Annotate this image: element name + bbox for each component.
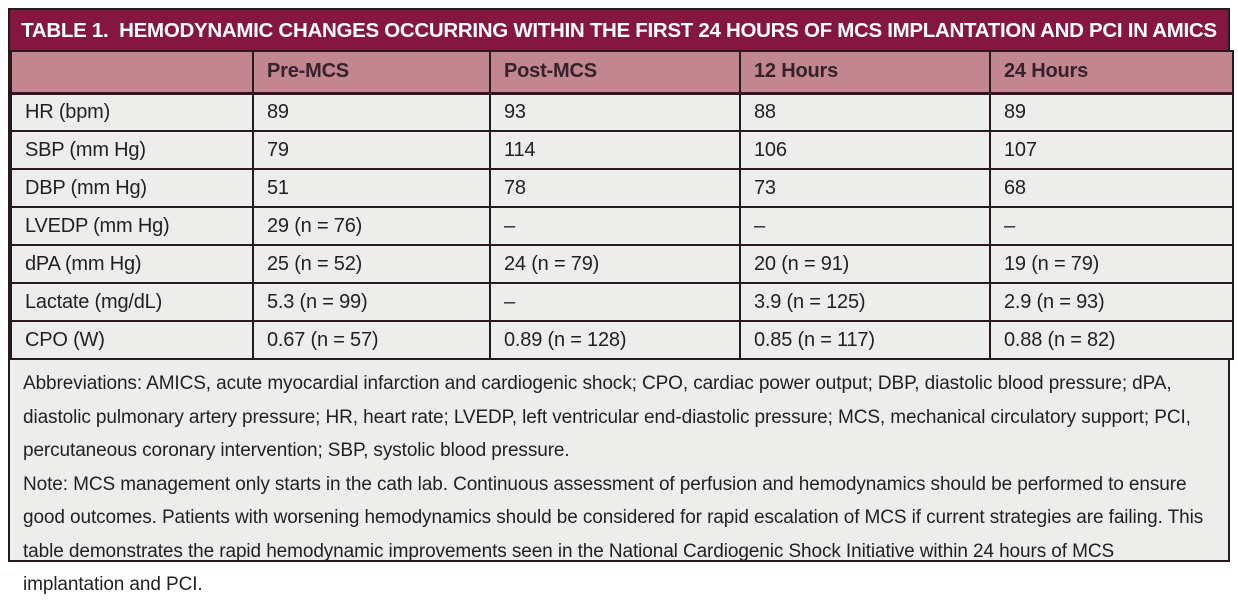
table-header-row: Pre-MCS Post-MCS 12 Hours 24 Hours (10, 50, 1234, 95)
table-row-cpo: CPO (W) 0.67 (n = 57) 0.89 (n = 128) 0.8… (10, 320, 1234, 360)
row-label: DBP (mm Hg) (10, 168, 254, 208)
column-header-12-hours: 12 Hours (739, 50, 991, 95)
cell: 93 (489, 92, 741, 132)
row-label: SBP (mm Hg) (10, 130, 254, 170)
table-title-bar: TABLE 1. HEMODYNAMIC CHANGES OCCURRING W… (10, 10, 1228, 50)
cell: 78 (489, 168, 741, 208)
abbreviations-note: Abbreviations: AMICS, acute myocardial i… (23, 373, 1191, 461)
cell: 0.89 (n = 128) (489, 320, 741, 360)
table-title: TABLE 1. HEMODYNAMIC CHANGES OCCURRING W… (21, 18, 1217, 42)
row-label: CPO (W) (10, 320, 254, 360)
column-header-24-hours: 24 Hours (989, 50, 1234, 95)
hemodynamics-table: Pre-MCS Post-MCS 12 Hours 24 Hours HR (b… (10, 50, 1234, 360)
row-label: HR (bpm) (10, 92, 254, 132)
cell: 3.9 (n = 125) (739, 282, 991, 322)
cell: 88 (739, 92, 991, 132)
hemodynamics-table-figure: TABLE 1. HEMODYNAMIC CHANGES OCCURRING W… (8, 8, 1234, 595)
row-label: Lactate (mg/dL) (10, 282, 254, 322)
column-header-post-mcs: Post-MCS (489, 50, 741, 95)
cell: 24 (n = 79) (489, 244, 741, 284)
cell: 0.88 (n = 82) (989, 320, 1234, 360)
cell: 89 (989, 92, 1234, 132)
cell: – (489, 282, 741, 322)
cell: 89 (252, 92, 491, 132)
cell: 25 (n = 52) (252, 244, 491, 284)
column-header-empty (10, 50, 254, 95)
table-row-lvedp: LVEDP (mm Hg) 29 (n = 76) – – – (10, 206, 1234, 246)
cell: 0.67 (n = 57) (252, 320, 491, 360)
cell: 5.3 (n = 99) (252, 282, 491, 322)
cell: 106 (739, 130, 991, 170)
table-row-hr: HR (bpm) 89 93 88 89 (10, 92, 1234, 132)
note-text: Note: MCS management only starts in the … (23, 473, 1204, 596)
cell: 79 (252, 130, 491, 170)
cell: 51 (252, 168, 491, 208)
cell: – (989, 206, 1234, 246)
table-row-dpa: dPA (mm Hg) 25 (n = 52) 24 (n = 79) 20 (… (10, 244, 1234, 284)
cell: 2.9 (n = 93) (989, 282, 1234, 322)
cell: 19 (n = 79) (989, 244, 1234, 284)
cell: – (739, 206, 991, 246)
cell: 73 (739, 168, 991, 208)
row-label: LVEDP (mm Hg) (10, 206, 254, 246)
cell: 20 (n = 91) (739, 244, 991, 284)
cell: – (489, 206, 741, 246)
row-label: dPA (mm Hg) (10, 244, 254, 284)
cell: 29 (n = 76) (252, 206, 491, 246)
cell: 114 (489, 130, 741, 170)
cell: 107 (989, 130, 1234, 170)
cell: 0.85 (n = 117) (739, 320, 991, 360)
table-footnotes: Abbreviations: AMICS, acute myocardial i… (10, 360, 1228, 602)
table-row-lactate: Lactate (mg/dL) 5.3 (n = 99) – 3.9 (n = … (10, 282, 1234, 322)
cell: 68 (989, 168, 1234, 208)
table-row-dbp: DBP (mm Hg) 51 78 73 68 (10, 168, 1234, 208)
table-row-sbp: SBP (mm Hg) 79 114 106 107 (10, 130, 1234, 170)
column-header-pre-mcs: Pre-MCS (252, 50, 491, 95)
